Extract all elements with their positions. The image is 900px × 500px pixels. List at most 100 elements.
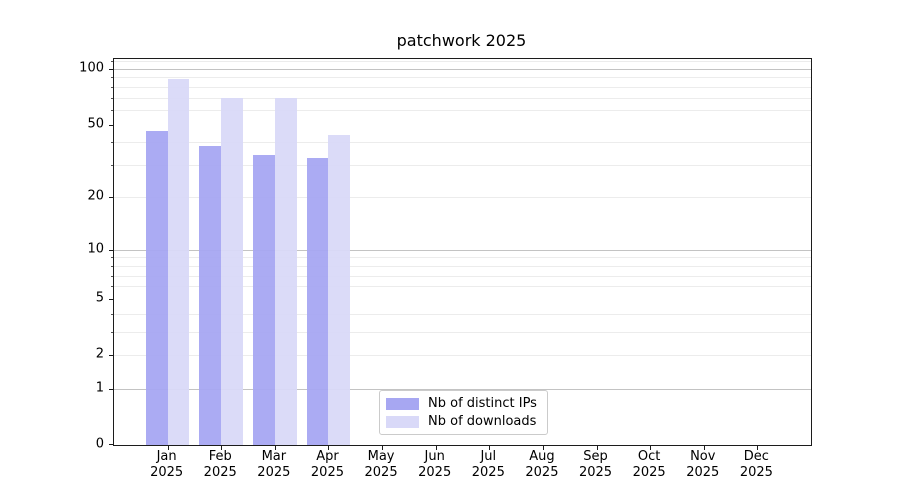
x-tick-label-aug: Aug 2025: [525, 449, 558, 481]
month-label: Jun: [424, 449, 445, 464]
minor-gridline: [114, 97, 811, 99]
y-minor-tick: [111, 97, 113, 99]
y-tick: [109, 298, 113, 300]
month-label: Dec: [743, 449, 769, 464]
year-label: 2025: [203, 465, 237, 480]
y-tick: [109, 249, 113, 251]
x-tick: [596, 446, 598, 450]
bar-distinct-ips-mar: [253, 155, 275, 445]
minor-gridline: [114, 313, 811, 315]
month-label: Jul: [480, 449, 497, 464]
bar-downloads-feb: [221, 97, 244, 445]
y-minor-tick: [111, 265, 113, 267]
year-label: 2025: [632, 465, 666, 480]
x-tick: [435, 446, 437, 450]
y-minor-tick: [111, 332, 113, 334]
x-tick-label-nov: Nov 2025: [686, 449, 719, 481]
x-tick: [757, 446, 759, 450]
x-tick: [382, 446, 384, 450]
bar-distinct-ips-jan: [145, 131, 168, 445]
month-label: Nov: [690, 449, 716, 464]
y-tick: [109, 124, 113, 126]
minor-gridline: [114, 86, 811, 88]
x-tick: [274, 446, 276, 450]
x-tick: [650, 446, 652, 450]
x-tick-label-feb: Feb 2025: [204, 449, 237, 481]
plot-area: Nb of distinct IPs Nb of downloads: [109, 58, 812, 450]
minor-gridline: [114, 165, 811, 167]
x-tick-label-jun: Jun 2025: [418, 449, 451, 481]
y-minor-tick: [111, 61, 113, 63]
x-tick: [167, 446, 169, 450]
y-minor-tick: [111, 275, 113, 277]
year-label: 2025: [150, 465, 184, 480]
legend-item-distinct-ips: Nb of distinct IPs: [386, 396, 537, 411]
major-gridline: [114, 249, 811, 251]
legend-swatch-distinct-ips: [386, 397, 419, 410]
y-tick: [109, 355, 113, 357]
y-tick-label: 2: [95, 346, 104, 362]
y-minor-tick: [111, 286, 113, 288]
y-tick-label: 10: [87, 241, 104, 257]
year-label: 2025: [686, 465, 720, 480]
y-tick: [109, 68, 113, 70]
month-label: Aug: [529, 449, 555, 464]
bar-downloads-apr: [328, 134, 351, 445]
year-label: 2025: [471, 465, 505, 480]
year-label: 2025: [364, 465, 398, 480]
bar-downloads-jan: [167, 79, 190, 445]
x-tick: [703, 446, 705, 450]
bar-distinct-ips-apr: [306, 157, 329, 445]
month-label: Mar: [261, 449, 287, 464]
y-minor-tick: [111, 109, 113, 111]
year-label: 2025: [525, 465, 559, 480]
x-tick: [542, 446, 544, 450]
y-tick-label: 5: [95, 290, 104, 306]
y-tick-label: 20: [87, 188, 104, 204]
x-tick: [221, 446, 223, 450]
y-minor-tick: [111, 165, 113, 167]
y-minor-tick: [111, 313, 113, 315]
y-tick: [109, 388, 113, 390]
bar-distinct-ips-feb: [199, 146, 222, 445]
x-tick-label-mar: Mar 2025: [257, 449, 290, 481]
legend-label-downloads: Nb of downloads: [428, 414, 537, 429]
x-axis: Jan 2025 Feb 2025 Mar 2025 Apr 2025 May 2025 Jun 20…: [113, 449, 810, 489]
legend-swatch-downloads: [386, 415, 419, 428]
legend-label-distinct-ips: Nb of distinct IPs: [428, 396, 537, 411]
minor-gridline: [114, 61, 811, 63]
x-tick-label-may: May 2025: [365, 449, 398, 481]
y-tick-label: 50: [87, 116, 104, 132]
minor-gridline: [114, 265, 811, 267]
minor-gridline: [114, 257, 811, 259]
y-minor-tick: [111, 142, 113, 144]
x-tick-label-jan: Jan 2025: [150, 449, 183, 481]
year-label: 2025: [257, 465, 291, 480]
x-tick-label-dec: Dec 2025: [740, 449, 773, 481]
y-minor-tick: [111, 86, 113, 88]
x-tick-label-apr: Apr 2025: [311, 449, 344, 481]
minor-gridline: [114, 332, 811, 334]
minor-gridline: [114, 109, 811, 111]
x-tick: [328, 446, 330, 450]
minor-gridline: [114, 355, 811, 357]
year-label: 2025: [578, 465, 613, 480]
x-tick-label-oct: Oct 2025: [633, 449, 666, 481]
x-tick: [489, 446, 491, 450]
x-tick-label-jul: Jul 2025: [472, 449, 505, 481]
legend-item-downloads: Nb of downloads: [386, 414, 537, 429]
minor-gridline: [114, 275, 811, 277]
y-tick: [109, 196, 113, 198]
y-minor-tick: [111, 257, 113, 259]
month-label: May: [367, 449, 395, 464]
month-label: Jan: [156, 449, 177, 464]
year-label: 2025: [739, 465, 773, 480]
y-tick-label: 100: [79, 60, 104, 76]
y-tick-label: 0: [95, 436, 104, 452]
chart-title: patchwork 2025: [396, 31, 527, 50]
legend: Nb of distinct IPs Nb of downloads: [379, 390, 548, 435]
month-label: Feb: [208, 449, 232, 464]
year-label: 2025: [310, 465, 344, 480]
major-gridline: [114, 68, 811, 70]
